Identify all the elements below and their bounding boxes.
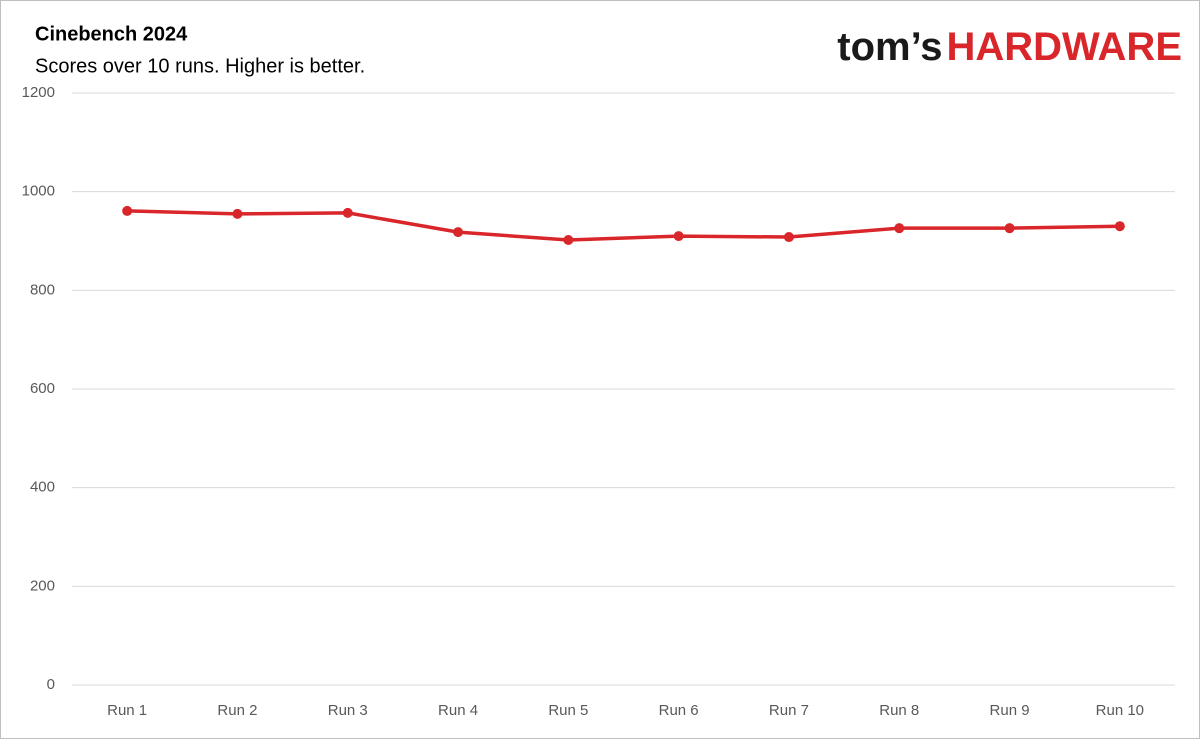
chart-subtitle: Scores over 10 runs. Higher is better. (35, 55, 365, 77)
x-tick-label: Run 8 (879, 702, 919, 719)
chart-title: Cinebench 2024 (35, 23, 188, 45)
data-point (894, 223, 905, 234)
y-tick-label: 1200 (22, 84, 55, 101)
x-tick-label: Run 10 (1096, 702, 1144, 719)
logo-name: HARDWARE (946, 25, 1182, 69)
logo-brand: tom’s (837, 25, 942, 69)
x-tick-label: Run 2 (217, 702, 257, 719)
x-tick-label: Run 4 (438, 702, 478, 719)
data-point (1114, 221, 1125, 232)
x-tick-label: Run 3 (328, 702, 368, 719)
x-tick-label: Run 6 (659, 702, 699, 719)
y-tick-label: 600 (30, 380, 55, 397)
y-tick-label: 800 (30, 281, 55, 298)
data-point (232, 208, 243, 219)
y-tick-label: 1000 (22, 183, 55, 200)
data-point (342, 207, 353, 218)
data-line (127, 209, 1120, 242)
data-point (563, 235, 574, 246)
data-point (783, 232, 794, 243)
y-tick-label: 0 (47, 676, 55, 693)
logo: tom’s HARDWARE (837, 25, 1182, 69)
x-tick-label: Run 5 (548, 702, 588, 719)
data-point (1004, 223, 1015, 234)
y-tick-label: 200 (30, 577, 55, 594)
x-tick-label: Run 1 (107, 702, 147, 719)
y-tick-label: 400 (30, 479, 55, 496)
data-point (122, 205, 133, 216)
data-point (673, 231, 684, 242)
x-tick-label: Run 9 (990, 702, 1030, 719)
data-point (453, 227, 464, 238)
x-tick-label: Run 7 (769, 702, 809, 719)
